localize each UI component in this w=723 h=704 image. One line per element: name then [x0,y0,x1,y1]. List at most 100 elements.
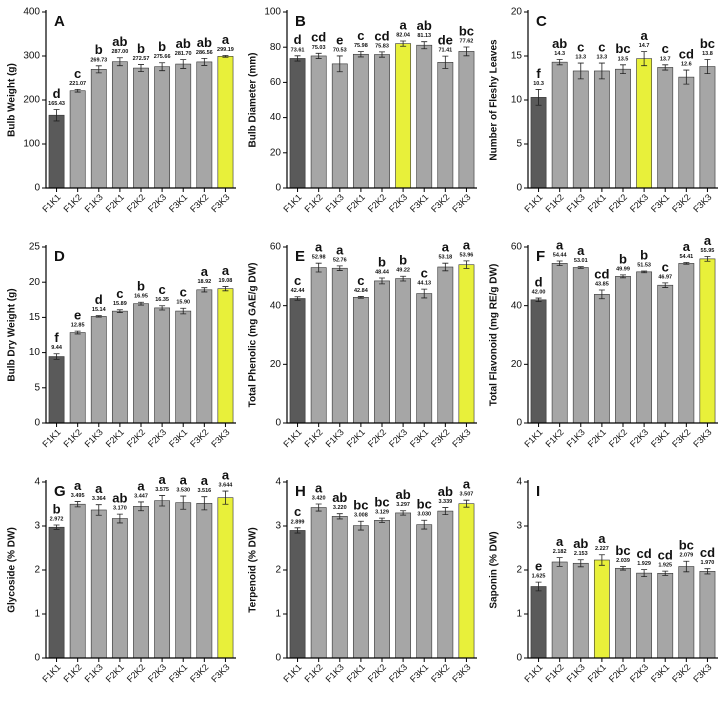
bar [69,332,86,424]
y-tick-label: 20 [270,147,282,158]
value-label: 12.6 [681,62,692,68]
significance-letter: bc [417,497,432,512]
error-bar [315,262,322,273]
error-bar [222,286,229,292]
error-bar [577,559,584,568]
error-bar [421,519,428,530]
x-tick-label: F1K3 [565,427,587,449]
bar [437,62,454,189]
significance-letter: a [463,477,471,492]
error-bar [74,330,81,335]
bar [48,526,65,659]
bar [395,512,412,659]
x-tick-label: F2K1 [104,427,126,449]
significance-letter: ab [112,491,127,506]
y-axis-label: Total Phenolic (mg GAE/g DW) [248,263,259,408]
bar [196,502,213,659]
x-tick-label: F1K3 [324,662,346,684]
value-label: 71.41 [438,48,452,54]
value-label: 3.170 [113,506,127,512]
value-label: 2.153 [574,551,588,557]
value-label: 3.339 [438,499,452,505]
significance-letter: b [640,247,648,262]
y-axis-label: Bulb Weight (g) [7,63,18,137]
x-tick-label: F1K2 [61,662,83,684]
error-bar [704,59,711,74]
significance-letter: a [704,233,712,248]
x-tick-label: F3K3 [209,192,231,214]
error-bar [400,510,407,516]
y-tick-label: 25 [29,242,41,253]
bar [90,69,107,189]
significance-letter: bc [679,538,694,553]
significance-letter: bc [353,498,368,513]
value-label: 13.3 [597,54,608,60]
significance-letter: d [294,32,302,47]
value-label: 42.00 [532,289,546,295]
error-bar [379,517,385,523]
x-tick-label: F3K3 [691,427,713,449]
y-tick-label: 0 [275,653,281,664]
x-tick-label: F1K1 [40,192,62,214]
value-label: 16.95 [134,294,148,300]
y-tick-label: 4 [34,477,40,488]
y-tick-label: 0 [275,418,281,429]
error-bar [442,262,449,272]
x-tick-label: F1K2 [302,662,324,684]
error-bar [577,266,584,269]
significance-letter: ab [552,36,567,51]
x-tick-label: F2K1 [586,662,608,684]
panel-label: H [295,483,306,500]
value-label: 3.507 [460,492,474,498]
significance-letter: d [535,274,543,289]
error-bar [74,501,81,508]
significance-letter: a [222,32,230,47]
significance-letter: bc [459,23,474,38]
significance-letter: a [137,478,145,493]
value-label: 299.19 [217,47,234,53]
bar [352,525,369,659]
significance-letter: c [662,259,669,274]
value-label: 1.925 [658,563,672,569]
bar [636,58,653,189]
significance-letter: cd [679,47,694,62]
x-tick-label: F3K1 [167,427,189,449]
error-bar [641,51,648,67]
error-bar [357,520,364,531]
value-label: 15.90 [176,300,190,306]
value-label: 3.447 [134,493,148,499]
value-label: 3.644 [219,483,234,489]
error-bar [201,287,208,293]
y-axis-label: Bulb Dry Weight (g) [7,288,18,381]
error-bar [641,270,648,274]
axes [527,480,718,659]
x-tick-label: F3K2 [429,662,451,684]
y-tick-label: 20 [270,359,282,370]
significance-letter: b [158,39,166,54]
x-tick-label: F1K2 [302,427,324,449]
significance-letter: a [336,242,344,257]
error-bar [442,55,449,69]
error-bar [421,41,428,50]
x-tick-label: F2K1 [345,662,367,684]
x-tick-label: F1K1 [40,662,62,684]
error-bar [159,62,166,72]
y-tick-label: 60 [270,242,282,253]
significance-letter: a [201,264,209,279]
error-bar [400,40,407,47]
x-tick-label: F3K1 [408,192,430,214]
y-tick-label: 1 [516,609,522,620]
significance-letter: c [116,286,123,301]
bar [196,289,213,424]
error-bar [53,524,60,530]
panel-label: D [54,248,65,265]
error-bar [180,307,187,315]
error-bar [222,55,229,58]
significance-letter: a [399,17,407,32]
error-bar [620,566,626,571]
error-bar [683,262,690,265]
bar [175,310,192,424]
x-tick-label: F3K1 [408,662,430,684]
significance-letter: cd [658,548,673,563]
value-label: 53.18 [438,255,452,261]
